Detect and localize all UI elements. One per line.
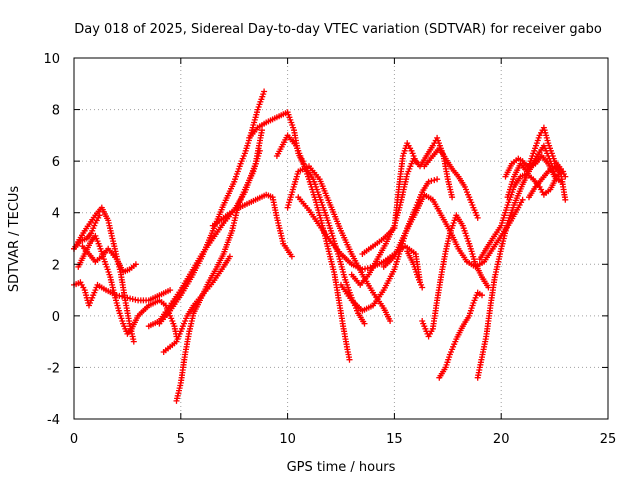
y-tick-label: 2 [52, 258, 60, 273]
series-track-r2 [404, 248, 426, 291]
grid [74, 58, 608, 419]
series-track-m [284, 163, 394, 324]
data-point [562, 196, 569, 203]
data-point [259, 127, 265, 134]
series-track-i [173, 147, 263, 404]
data-point [132, 296, 139, 303]
data-point [387, 318, 394, 324]
data-point [519, 196, 526, 203]
data-point [361, 320, 368, 327]
data-series [71, 88, 569, 404]
y-tick-label: 10 [43, 52, 60, 67]
series-track-u [436, 289, 485, 381]
y-tick-label: -2 [47, 361, 60, 376]
data-point [558, 178, 564, 185]
series-track-t [419, 212, 492, 340]
series-track-s [421, 145, 481, 221]
series-track-r [380, 191, 526, 270]
y-axis-label: SDTVAR / TECUs [7, 186, 22, 293]
data-point [226, 253, 233, 260]
x-tick-label: 0 [70, 432, 78, 447]
series-track-y [526, 163, 569, 203]
x-tick-label: 25 [600, 432, 617, 447]
data-point [428, 177, 435, 184]
series-line [158, 90, 265, 325]
data-point [113, 292, 120, 299]
y-tick-label: 8 [52, 104, 60, 119]
data-point [346, 356, 353, 363]
y-tick-label: 6 [52, 155, 60, 170]
plot-frame [73, 57, 609, 420]
data-point [96, 212, 103, 219]
series-track-j [209, 191, 295, 260]
data-point [425, 178, 432, 185]
data-point [419, 284, 426, 291]
axis-ticks: 0 5 10 15 20 25 -4 -2 0 2 4 6 8 10 [43, 52, 616, 447]
data-point [479, 292, 485, 299]
data-point [132, 261, 139, 268]
series-track-a [71, 204, 137, 345]
y-tick-label: 4 [52, 207, 60, 222]
x-tick-label: 10 [279, 432, 296, 447]
data-point [256, 147, 263, 154]
series-track-v [474, 142, 560, 381]
data-point [431, 177, 438, 184]
series-track-z [502, 153, 564, 185]
x-tick-label: 5 [177, 432, 185, 447]
series-track-h [156, 88, 268, 327]
series-track-x [504, 124, 569, 201]
x-axis-label: GPS time / hours [287, 460, 396, 475]
data-point [434, 176, 441, 183]
series-track-g [145, 127, 265, 330]
y-tick-label: -4 [47, 413, 60, 428]
series-track-q [359, 140, 419, 257]
data-point [130, 338, 137, 345]
series-line [148, 129, 263, 327]
y-tick-label: 0 [52, 310, 60, 325]
x-tick-label: 15 [386, 432, 403, 447]
data-point [412, 158, 419, 165]
series-track-e [71, 212, 103, 252]
series-track-l [273, 132, 353, 363]
x-tick-label: 20 [493, 432, 510, 447]
data-point [449, 194, 456, 201]
data-point [288, 253, 295, 260]
series-track-d [79, 243, 139, 275]
chart-title: Day 018 of 2025, Sidereal Day-to-day VTE… [74, 22, 602, 37]
data-point [124, 294, 131, 301]
data-point [261, 88, 268, 95]
data-point [474, 214, 481, 221]
data-point [167, 287, 174, 294]
